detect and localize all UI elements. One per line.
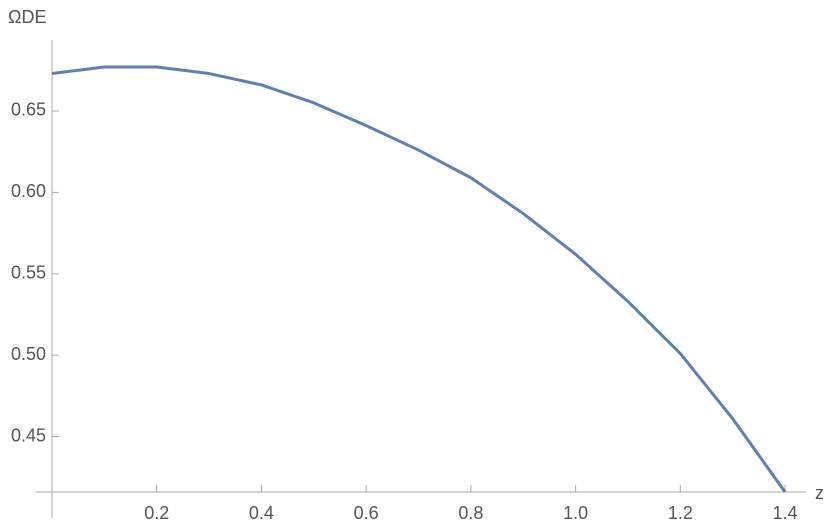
y-tick-label: 0.45 xyxy=(11,425,46,445)
x-tick-label: 1.0 xyxy=(563,503,588,523)
y-tick-label: 0.50 xyxy=(11,344,46,364)
y-tick-label: 0.60 xyxy=(11,181,46,201)
x-tick-label: 0.8 xyxy=(458,503,483,523)
x-tick-label: 1.2 xyxy=(668,503,693,523)
x-axis-label: z xyxy=(815,483,824,503)
x-tick-label: 1.4 xyxy=(773,503,798,523)
line xyxy=(51,65,787,493)
y-axis-label: ΩDE xyxy=(8,7,46,27)
x-tick-label: 0.6 xyxy=(354,503,379,523)
y-tick-label: 0.55 xyxy=(11,263,46,283)
x-tick-label: 0.4 xyxy=(249,503,274,523)
y-tick-label: 0.65 xyxy=(11,100,46,120)
x-tick-label: 0.2 xyxy=(144,503,169,523)
